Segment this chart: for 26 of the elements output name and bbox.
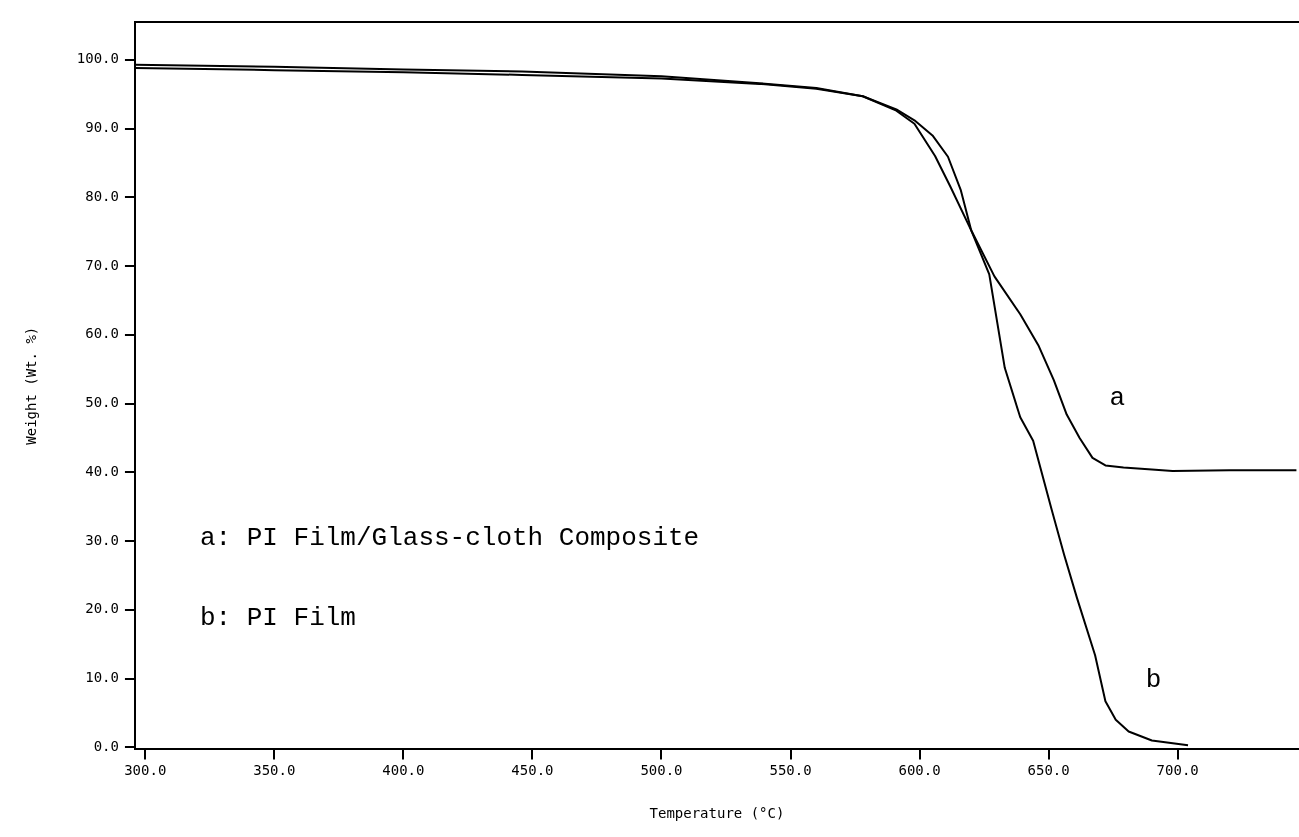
y-tick-label: 10.0: [85, 669, 119, 686]
y-axis-title: Weight (Wt. %): [23, 326, 40, 445]
x-tick-label: 700.0: [1156, 762, 1199, 779]
y-tick-label: 50.0: [85, 394, 119, 411]
series-label: b: [1145, 664, 1162, 695]
series-label: a: [1109, 382, 1126, 413]
x-tick-label: 450.0: [511, 762, 554, 779]
x-tick-label: 500.0: [640, 762, 683, 779]
x-axis-title: Temperature (°C): [649, 805, 785, 822]
y-tick-label: 90.0: [85, 119, 119, 136]
y-tick-label: 0.0: [93, 737, 119, 754]
x-tick-label: 600.0: [898, 762, 941, 779]
x-tick-label: 300.0: [124, 762, 167, 779]
y-tick-label: 40.0: [85, 462, 119, 479]
y-tick-label: 100.0: [76, 50, 119, 67]
annotation: b: PI Film: [199, 603, 356, 634]
x-tick-label: 350.0: [253, 762, 296, 779]
y-tick-label: 80.0: [85, 187, 119, 204]
y-tick-label: 60.0: [85, 325, 119, 342]
y-tick-label: 30.0: [85, 531, 119, 548]
y-tick-label: 20.0: [85, 600, 119, 617]
x-tick-label: 650.0: [1027, 762, 1070, 779]
annotation: a: PI Film/Glass-cloth Composite: [199, 523, 700, 554]
x-tick-label: 400.0: [382, 762, 425, 779]
y-tick-label: 70.0: [85, 256, 119, 273]
x-tick-label: 550.0: [769, 762, 812, 779]
